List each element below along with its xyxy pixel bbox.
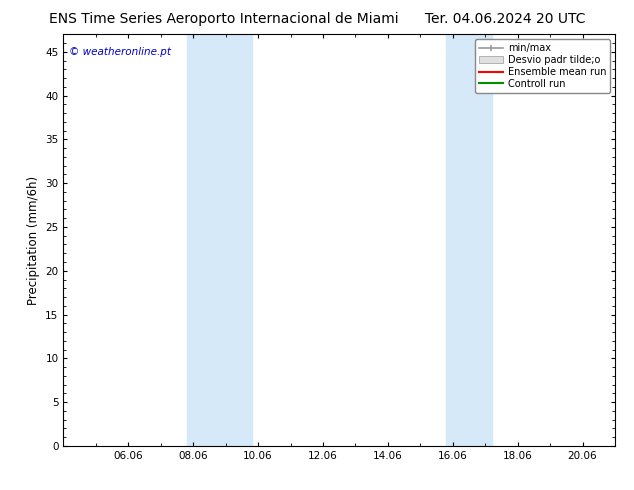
Y-axis label: Precipitation (mm/6h): Precipitation (mm/6h) bbox=[27, 175, 40, 305]
Bar bbox=[446, 34, 492, 446]
Text: ENS Time Series Aeroporto Internacional de Miami      Ter. 04.06.2024 20 UTC: ENS Time Series Aeroporto Internacional … bbox=[49, 12, 585, 26]
Legend: min/max, Desvio padr tilde;o, Ensemble mean run, Controll run: min/max, Desvio padr tilde;o, Ensemble m… bbox=[475, 39, 610, 93]
Text: © weatheronline.pt: © weatheronline.pt bbox=[69, 47, 171, 57]
Bar bbox=[186, 34, 252, 446]
